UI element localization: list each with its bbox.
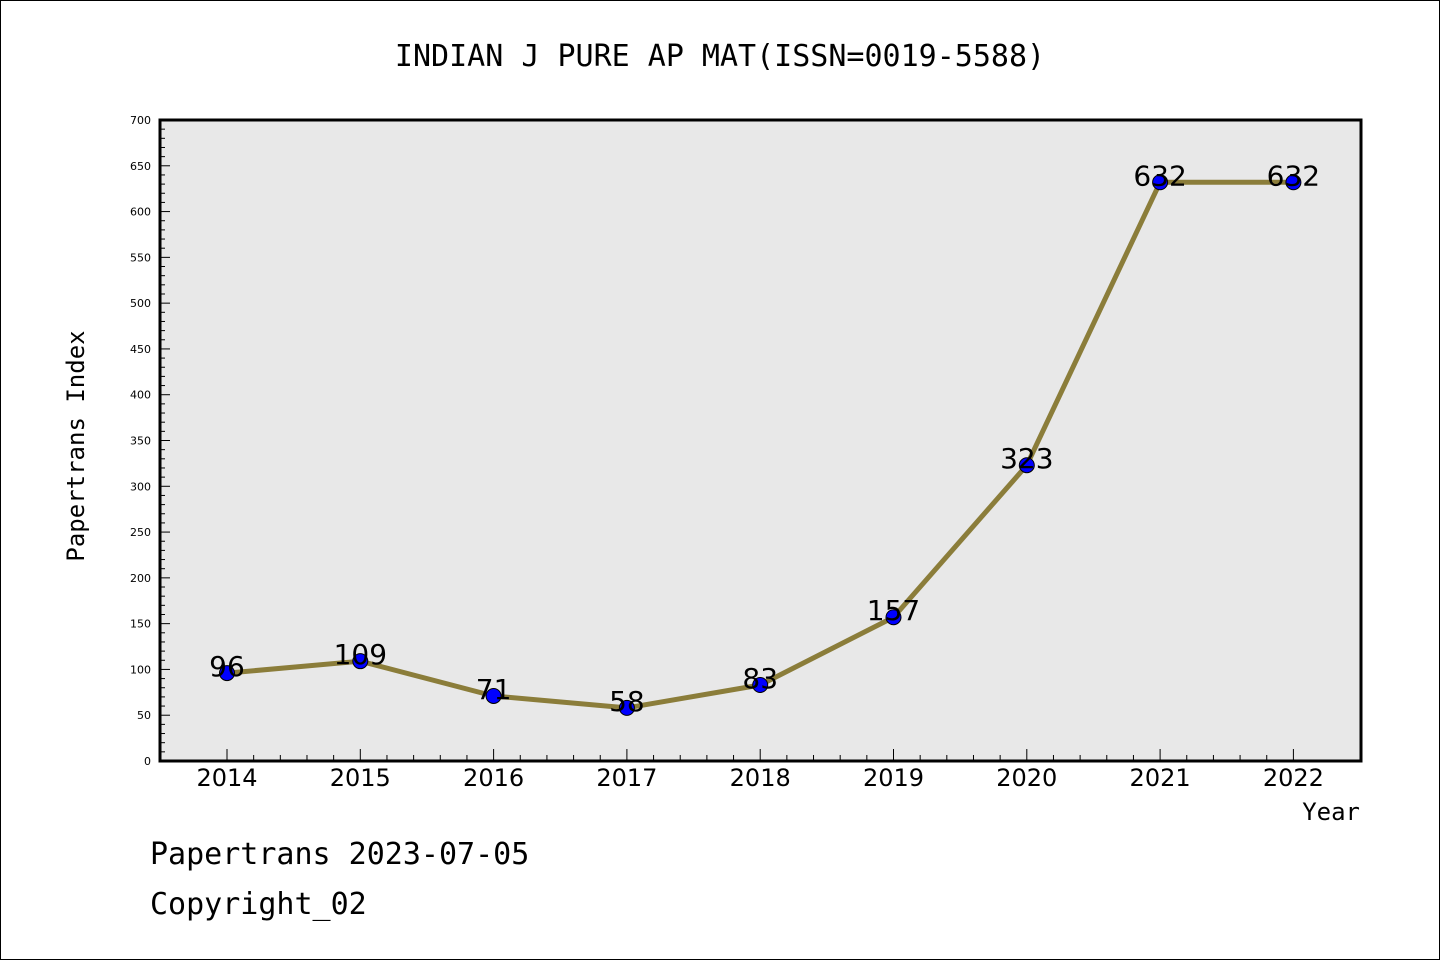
x-tick-label: 2017 — [596, 764, 657, 792]
data-label: 83 — [742, 662, 778, 695]
y-tick-label: 550 — [130, 251, 151, 264]
data-label: 96 — [209, 650, 245, 683]
x-axis: 2014 2015 2016 2017 2018 2019 2020 2021 2022 — [196, 749, 1324, 792]
y-tick-label: 700 — [130, 114, 151, 127]
y-tick-label: 350 — [130, 435, 151, 448]
data-label: 632 — [1133, 159, 1186, 192]
y-tick-label: 450 — [130, 343, 151, 356]
data-point — [1018, 457, 1035, 474]
data-point — [1285, 174, 1302, 191]
series-line-group — [219, 174, 1302, 716]
data-label: 157 — [867, 594, 920, 627]
footer-date: Papertrans 2023-07-05 — [150, 837, 529, 872]
y-tick-label: 300 — [130, 480, 151, 493]
x-tick-label: 2021 — [1130, 764, 1191, 792]
data-point — [752, 676, 769, 693]
y-tick-label: 200 — [130, 572, 151, 585]
x-tick-label: 2019 — [863, 764, 924, 792]
y-tick-label: 250 — [130, 526, 151, 539]
footer-copyright: Copyright_02 — [150, 887, 367, 922]
y-tick-label: 650 — [130, 160, 151, 173]
data-label: 323 — [1000, 442, 1053, 475]
data-point — [485, 687, 502, 704]
x-axis-label: Year — [1302, 798, 1360, 826]
x-tick-label: 2016 — [463, 764, 524, 792]
data-label: 109 — [334, 638, 387, 671]
data-label: 58 — [609, 685, 645, 718]
chart-title: INDIAN J PURE AP MAT(ISSN=0019-5588) — [395, 39, 1045, 74]
y-tick-label: 50 — [137, 709, 151, 722]
data-point — [885, 609, 902, 626]
y-tick-label: 600 — [130, 206, 151, 219]
data-label: 632 — [1267, 159, 1320, 192]
y-tick-label: 100 — [130, 663, 151, 676]
y-axis-label: Papertrans Index — [62, 330, 90, 561]
x-tick-label: 2015 — [330, 764, 391, 792]
y-tick-label: 0 — [144, 755, 151, 768]
y-tick-label: 150 — [130, 618, 151, 631]
data-label: 71 — [476, 673, 512, 706]
y-tick-label: 400 — [130, 389, 151, 402]
data-point — [352, 653, 369, 670]
data-point — [1152, 174, 1169, 191]
data-point — [618, 699, 635, 716]
x-tick-label: 2020 — [996, 764, 1057, 792]
y-axis: 0 50 100 150 200 250 300 350 400 450 500 550 600 650 7… — [130, 114, 170, 768]
x-tick-label: 2018 — [730, 764, 791, 792]
data-point — [219, 665, 235, 682]
x-tick-label: 2014 — [196, 764, 257, 792]
data-labels-group: 96 109 71 58 83 157 323 632 632 — [209, 159, 1320, 718]
y-tick-label: 500 — [130, 297, 151, 310]
x-tick-label: 2022 — [1263, 764, 1324, 792]
